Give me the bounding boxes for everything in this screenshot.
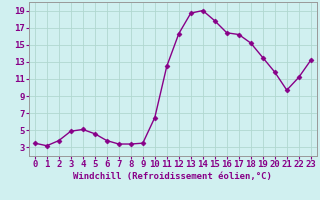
X-axis label: Windchill (Refroidissement éolien,°C): Windchill (Refroidissement éolien,°C) [73,172,272,181]
